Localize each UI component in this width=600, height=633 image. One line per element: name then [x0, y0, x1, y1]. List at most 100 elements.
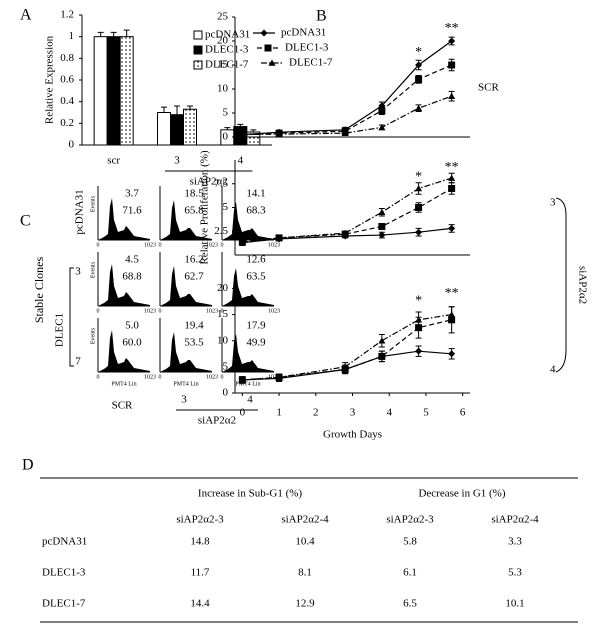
- marker: [415, 185, 423, 192]
- y-tick-label: 7.5: [214, 177, 228, 189]
- bar: [183, 108, 197, 146]
- legend-swatch: [193, 45, 203, 55]
- x-tick-label: 1023: [144, 308, 156, 314]
- bar: [93, 36, 108, 146]
- marker: [448, 185, 456, 192]
- x-tick-label: 6: [460, 407, 466, 419]
- x-tick-label: 0: [97, 308, 100, 314]
- percentage: 71.6: [122, 205, 142, 217]
- percentage: 4.5: [125, 254, 139, 266]
- y-tick-label: 10: [217, 83, 229, 95]
- x-tick-label: 0: [221, 242, 224, 248]
- percentage: 3.7: [125, 188, 139, 200]
- panel-label: C: [20, 213, 31, 230]
- y-axis-label: Events: [90, 261, 96, 278]
- y-tick-label: 0.2: [60, 117, 74, 129]
- percentage: 62.7: [184, 271, 204, 283]
- marker: [415, 347, 423, 355]
- histogram: [160, 266, 212, 306]
- percentage: 17.9: [246, 320, 266, 332]
- percentage: 68.8: [122, 271, 142, 283]
- table-cell: 14.4: [190, 598, 210, 610]
- x-tick-label: 3: [350, 407, 356, 419]
- x-tick-label: 1023: [144, 242, 156, 248]
- error-bar: [250, 129, 257, 132]
- x-tick-label: 2: [313, 407, 319, 419]
- marker: [341, 363, 349, 370]
- x-tick-label: scr: [107, 155, 120, 167]
- y-tick-label: 1.2: [60, 9, 74, 21]
- table-cell: 11.7: [191, 567, 210, 579]
- panel-label: A: [20, 7, 32, 24]
- series-line: [242, 313, 452, 381]
- bar: [157, 112, 171, 146]
- percentage: 63.5: [246, 271, 266, 283]
- table-cell: 6.1: [403, 567, 417, 579]
- legend-label: DLEC1-3: [285, 42, 329, 54]
- y-tick-label: 0.8: [60, 52, 74, 64]
- error-bar: [224, 127, 231, 130]
- y-axis-label: Relative Proliferation (%): [199, 150, 211, 265]
- side-label: SCR: [478, 82, 499, 94]
- y-tick-label: 2.5: [214, 225, 228, 237]
- x-tick-label: 0: [97, 242, 100, 248]
- x-tick-label: 0: [159, 308, 162, 314]
- legend-swatch: [193, 60, 203, 70]
- x-tick-label: 4: [238, 155, 244, 167]
- marker: [238, 239, 246, 246]
- x-axis-label: Growth Days: [323, 429, 382, 441]
- col-label: SCR: [112, 400, 133, 412]
- histogram: [222, 268, 274, 306]
- error-bar: [110, 31, 117, 37]
- histogram: [222, 202, 274, 240]
- series-line: [242, 64, 452, 136]
- panel-label: D: [22, 457, 34, 474]
- table-cell: 6.5: [403, 598, 417, 610]
- histogram: [222, 334, 274, 372]
- marker: [415, 204, 423, 211]
- col-label: 3: [181, 394, 187, 406]
- x-tick-label: 1023: [268, 308, 280, 314]
- row-label: 7: [75, 356, 81, 368]
- row-label: 3: [75, 266, 81, 278]
- table-group: Decrease in G1 (%): [418, 488, 505, 500]
- y-tick-label: 0.4: [60, 95, 74, 107]
- marker: [341, 229, 349, 236]
- error-bar: [237, 123, 244, 127]
- x-tick-label: 1023: [206, 374, 218, 380]
- marker: [415, 61, 423, 69]
- percentage: 68.3: [246, 205, 266, 217]
- marker: [448, 311, 456, 318]
- marker: [275, 373, 283, 381]
- marker: [415, 104, 423, 111]
- histogram: [160, 332, 212, 372]
- y-tick-label: 5: [223, 107, 229, 119]
- legend-label: DLEC1-3: [205, 44, 249, 56]
- y-tick-label: 5: [223, 201, 229, 213]
- col-group: siAP2α2: [198, 415, 236, 427]
- histogram: [98, 198, 150, 240]
- marker: [378, 231, 386, 239]
- y-tick-label: 10: [217, 334, 229, 346]
- marker: [275, 130, 283, 137]
- bar: [119, 36, 134, 146]
- row-label: DLEC1-7: [42, 598, 86, 610]
- marker: [378, 337, 386, 344]
- table-cell: 10.4: [295, 536, 315, 548]
- error-bar: [187, 105, 193, 110]
- y-tick-label: 20: [217, 35, 229, 47]
- y-tick-label: 20: [217, 282, 229, 294]
- marker: [378, 107, 386, 115]
- x-tick-label: 0: [221, 308, 224, 314]
- y-axis-label: Relative Expression: [44, 35, 56, 124]
- bar: [106, 36, 121, 146]
- x-tick-label: 0: [221, 374, 224, 380]
- bracket: [69, 267, 74, 367]
- legend-marker: [268, 59, 276, 66]
- legend-marker: [260, 29, 268, 37]
- x-axis-label: PMT4 Lin: [111, 381, 136, 387]
- marker: [275, 234, 283, 241]
- annotation: **: [445, 160, 459, 175]
- percentage: 49.9: [246, 337, 266, 349]
- table-group: Increase in Sub-G1 (%): [198, 488, 302, 500]
